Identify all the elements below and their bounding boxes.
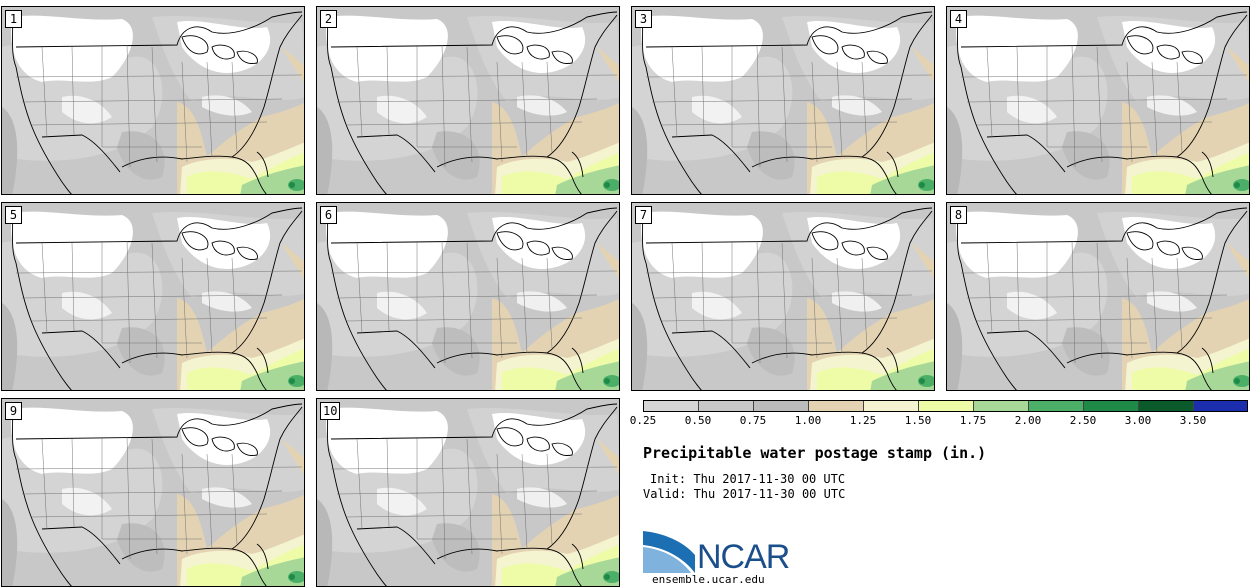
colorbar-tick-10: 3.50 <box>1179 414 1207 427</box>
ncar-logo-icon <box>643 531 695 573</box>
init-time: Init: Thu 2017-11-30 00 UTC <box>650 472 846 486</box>
stamp-label: 5 <box>5 206 22 224</box>
stamp-label: 4 <box>950 10 967 28</box>
stamp-panel-9[interactable]: 9 <box>1 398 305 587</box>
colorbar-tick-3: 1.00 <box>794 414 822 427</box>
map-image <box>2 399 304 586</box>
stamp-label: 7 <box>635 206 652 224</box>
stamp-label: 9 <box>5 402 22 420</box>
colorbar-swatch-6 <box>973 400 1028 412</box>
colorbar-tick-9: 3.00 <box>1124 414 1152 427</box>
colorbar-tick-7: 2.00 <box>1014 414 1042 427</box>
colorbar-swatch-8 <box>1083 400 1138 412</box>
map-image <box>2 7 304 194</box>
stamp-label: 10 <box>320 402 341 420</box>
page-title: Precipitable water postage stamp (in.) <box>643 444 987 462</box>
map-image <box>2 203 304 390</box>
map-image <box>317 399 619 586</box>
valid-time: Valid: Thu 2017-11-30 00 UTC <box>643 487 846 501</box>
colorbar-swatch-9 <box>1138 400 1193 412</box>
map-image <box>947 203 1249 390</box>
stamp-label: 2 <box>320 10 337 28</box>
stamp-panel-5[interactable]: 5 <box>1 202 305 391</box>
colorbar-swatch-10 <box>1193 400 1248 412</box>
map-image <box>317 7 619 194</box>
colorbar <box>643 400 1248 412</box>
colorbar-swatch-3 <box>808 400 863 412</box>
map-image <box>632 203 934 390</box>
stamp-panel-8[interactable]: 8 <box>946 202 1250 391</box>
colorbar-tick-2: 0.75 <box>739 414 767 427</box>
colorbar-swatch-0 <box>643 400 698 412</box>
colorbar-tick-8: 2.50 <box>1069 414 1097 427</box>
map-image <box>947 7 1249 194</box>
stamp-panel-4[interactable]: 4 <box>946 6 1250 195</box>
stamp-panel-2[interactable]: 2 <box>316 6 620 195</box>
website-text: ensemble.ucar.edu <box>652 573 765 586</box>
stamp-panel-1[interactable]: 1 <box>1 6 305 195</box>
stamp-label: 8 <box>950 206 967 224</box>
colorbar-swatch-2 <box>753 400 808 412</box>
stamp-panel-10[interactable]: 10 <box>316 398 620 587</box>
stamp-panel-7[interactable]: 7 <box>631 202 935 391</box>
colorbar-swatch-7 <box>1028 400 1083 412</box>
map-image <box>317 203 619 390</box>
colorbar-swatch-5 <box>918 400 973 412</box>
stamp-label: 3 <box>635 10 652 28</box>
map-image <box>632 7 934 194</box>
stamp-label: 1 <box>5 10 22 28</box>
stamp-label: 6 <box>320 206 337 224</box>
colorbar-swatch-4 <box>863 400 918 412</box>
colorbar-tick-4: 1.25 <box>849 414 877 427</box>
colorbar-tick-6: 1.75 <box>959 414 987 427</box>
colorbar-tick-1: 0.50 <box>684 414 712 427</box>
colorbar-swatch-1 <box>698 400 753 412</box>
stamp-panel-3[interactable]: 3 <box>631 6 935 195</box>
colorbar-tick-0: 0.25 <box>629 414 657 427</box>
colorbar-tick-5: 1.50 <box>904 414 932 427</box>
logo-text: NCAR <box>697 538 790 576</box>
stamp-panel-6[interactable]: 6 <box>316 202 620 391</box>
